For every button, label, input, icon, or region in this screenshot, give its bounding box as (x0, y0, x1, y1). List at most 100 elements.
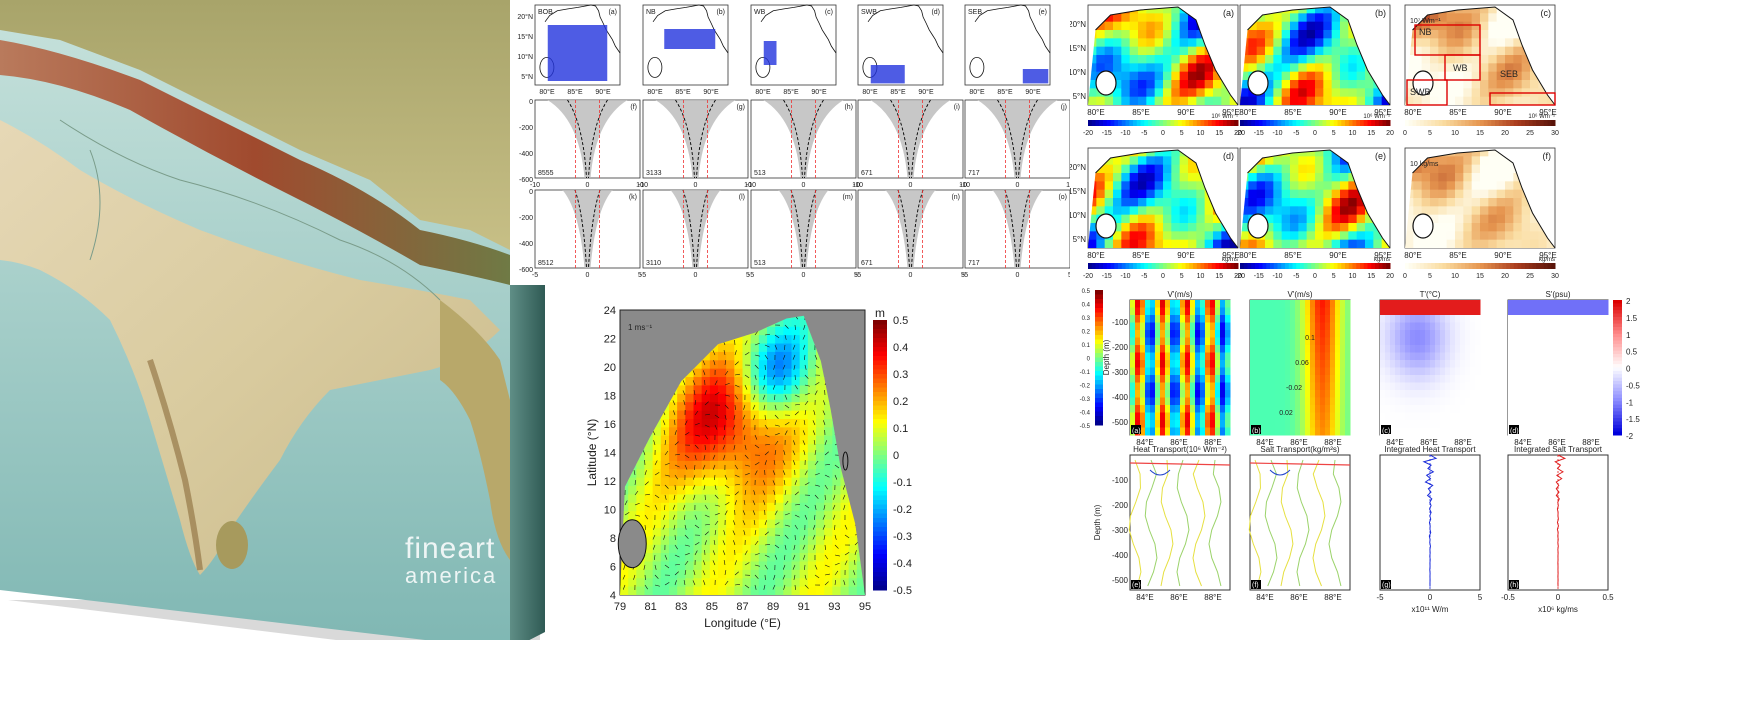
section-cell (1400, 382, 1406, 391)
field-cell (1413, 96, 1423, 105)
sla-cell (791, 586, 801, 595)
sla-cell (824, 460, 833, 470)
field-cell (1154, 13, 1164, 23)
field-cell (1163, 80, 1172, 89)
field-cell (1455, 88, 1464, 98)
cbar-cell (1322, 263, 1327, 269)
section-cell (1330, 412, 1336, 421)
section-cell (1155, 315, 1161, 323)
cbar-unit: m (875, 306, 885, 320)
field-cell (1163, 96, 1172, 105)
section-cell (1160, 322, 1166, 331)
field-cell (1496, 71, 1506, 81)
section-cell (1543, 330, 1549, 338)
section-cell (1518, 330, 1524, 338)
sla-cell (816, 469, 825, 479)
cbar-cell (1386, 263, 1391, 269)
cbar-cell (873, 342, 887, 348)
field-cell (1505, 223, 1514, 232)
section-cell (1255, 367, 1261, 376)
cbar-cell (1095, 330, 1103, 336)
sla-cell (758, 527, 768, 537)
sla-cell (652, 502, 662, 512)
vector (653, 440, 656, 446)
field-cell (1505, 63, 1514, 73)
vector (772, 584, 776, 590)
vector (793, 574, 796, 580)
vector (634, 480, 637, 486)
field-cell (1281, 231, 1291, 241)
field-cell (1096, 164, 1106, 174)
section-cell (1305, 337, 1311, 346)
section-cell (1430, 322, 1436, 331)
sla-cell (791, 410, 801, 420)
section-cell (1420, 352, 1426, 361)
section-cell (1215, 315, 1221, 323)
section-cell (1135, 405, 1141, 413)
section-cell (1205, 427, 1211, 436)
y-tick: 4 (610, 590, 616, 602)
field-cell (1505, 206, 1514, 216)
field-cell (1455, 164, 1464, 174)
depth-tick: 0 (529, 99, 533, 106)
field-cell (1373, 88, 1383, 98)
sla-cell (644, 477, 654, 487)
field-cell (1273, 173, 1283, 182)
vector (734, 500, 737, 506)
section-cell (1180, 345, 1186, 353)
section-cell (1300, 360, 1306, 368)
sla-cell (734, 444, 743, 453)
panel-tag: (i) (954, 104, 960, 111)
field-cell (1480, 7, 1489, 14)
section-cell (1450, 315, 1456, 323)
vector (813, 440, 816, 446)
sla-cell (832, 519, 841, 529)
cbar-cell (1367, 120, 1372, 126)
section-cell (1533, 397, 1539, 406)
section-cell (1310, 360, 1316, 368)
section-cell (1315, 360, 1321, 368)
sla-cell (775, 519, 784, 529)
field-cell (1496, 173, 1506, 182)
sla-cell (783, 343, 792, 353)
section-cell (1185, 345, 1191, 353)
vector (753, 490, 756, 496)
profile-count: 513 (754, 260, 766, 267)
section-cell (1400, 337, 1406, 346)
section-cell (1260, 427, 1266, 436)
field-cell (1496, 164, 1506, 174)
field-cell (1340, 46, 1349, 56)
box-seb (1489, 92, 1556, 106)
field-cell (1179, 80, 1189, 89)
cbar-cell (1378, 263, 1383, 269)
vector (744, 490, 747, 496)
sla-cell (758, 435, 768, 445)
section-cell (1425, 300, 1431, 308)
section-cell (1190, 360, 1196, 368)
section-cell (1543, 405, 1549, 413)
section-cell (1390, 367, 1396, 376)
field-cell (1315, 189, 1324, 199)
panel-tag: (f) (630, 104, 637, 111)
sla-cell (799, 578, 809, 588)
section-panel-a: (a) (1129, 299, 1231, 436)
sla-cell (791, 578, 801, 588)
cbar-cell (1446, 120, 1451, 126)
section-cell (1405, 397, 1411, 406)
section-cell (1445, 367, 1451, 376)
field-cell (1265, 231, 1274, 241)
sla-cell (652, 536, 662, 546)
lon-tick: 80°E (1087, 108, 1104, 117)
vector (714, 530, 717, 536)
section-cell (1285, 427, 1291, 436)
field-cell (1248, 198, 1258, 207)
section-cell (1345, 397, 1351, 406)
sla-cell (677, 418, 686, 428)
field-cell (1188, 88, 1197, 98)
section-cell (1285, 315, 1291, 323)
section-cell (1455, 352, 1461, 361)
section-cell (1185, 360, 1191, 368)
sla-cell (848, 511, 858, 521)
section-cell (1523, 337, 1529, 346)
